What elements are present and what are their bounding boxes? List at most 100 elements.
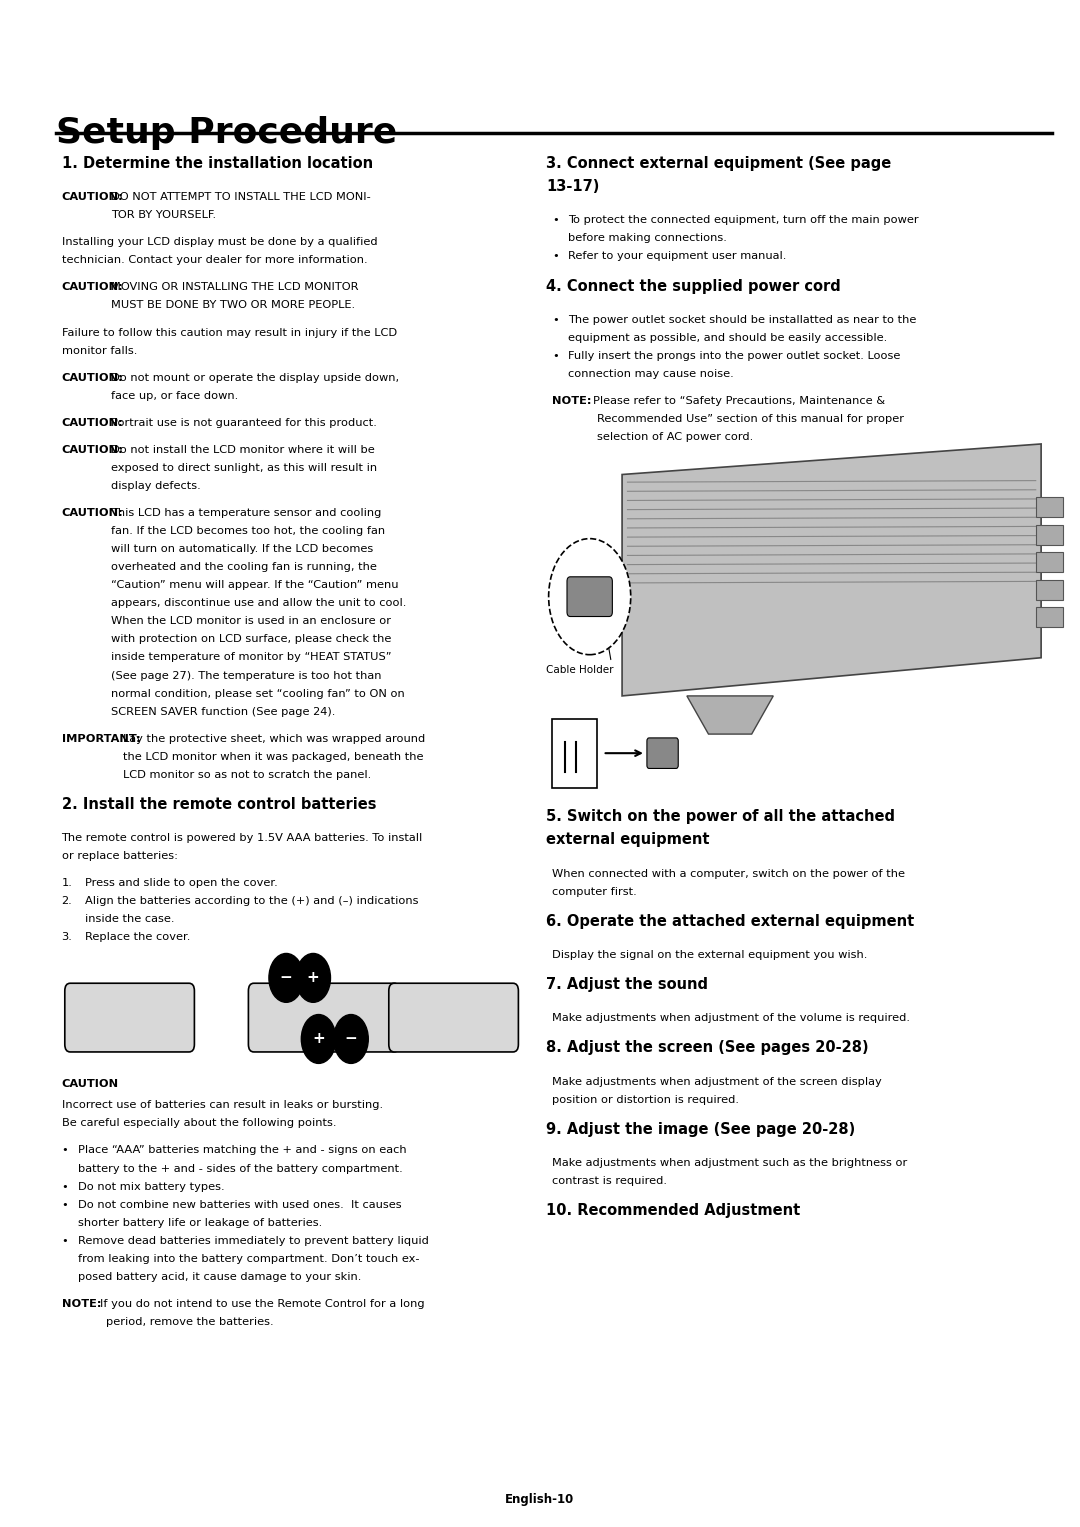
Text: Do not install the LCD monitor where it will be: Do not install the LCD monitor where it … [111,446,375,455]
Text: CAUTION:: CAUTION: [62,418,123,428]
FancyBboxPatch shape [1036,553,1063,573]
Text: CAUTION: CAUTION [62,1078,119,1089]
Text: Press and slide to open the cover.: Press and slide to open the cover. [85,878,278,889]
Circle shape [301,1014,336,1063]
Text: fan. If the LCD becomes too hot, the cooling fan: fan. If the LCD becomes too hot, the coo… [111,527,386,536]
Text: 2.: 2. [62,896,72,907]
Text: The power outlet socket should be installatted as near to the: The power outlet socket should be instal… [568,315,917,325]
Text: 4. Connect the supplied power cord: 4. Connect the supplied power cord [546,278,841,293]
Text: exposed to direct sunlight, as this will result in: exposed to direct sunlight, as this will… [111,463,377,473]
Text: Lay the protective sheet, which was wrapped around: Lay the protective sheet, which was wrap… [123,734,426,744]
Text: Failure to follow this caution may result in injury if the LCD: Failure to follow this caution may resul… [62,328,396,337]
Text: Do not mount or operate the display upside down,: Do not mount or operate the display upsi… [111,373,400,383]
Text: 3.: 3. [62,933,72,942]
Text: •: • [62,1235,68,1246]
FancyBboxPatch shape [1036,580,1063,600]
Text: Be careful especially about the following points.: Be careful especially about the followin… [62,1118,336,1128]
Text: Portrait use is not guaranteed for this product.: Portrait use is not guaranteed for this … [111,418,377,428]
Text: •: • [62,1200,68,1209]
Text: CAUTION:: CAUTION: [62,508,123,518]
Text: Make adjustments when adjustment of the volume is required.: Make adjustments when adjustment of the … [552,1014,909,1023]
Text: display defects.: display defects. [111,481,201,492]
Text: Incorrect use of batteries can result in leaks or bursting.: Incorrect use of batteries can result in… [62,1101,382,1110]
Text: Do not combine new batteries with used ones.  It causes: Do not combine new batteries with used o… [78,1200,402,1209]
Text: battery to the + and - sides of the battery compartment.: battery to the + and - sides of the batt… [78,1164,403,1174]
Text: “Caution” menu will appear. If the “Caution” menu: “Caution” menu will appear. If the “Caut… [111,580,399,591]
Text: 1.: 1. [62,878,72,889]
Text: LCD monitor so as not to scratch the panel.: LCD monitor so as not to scratch the pan… [123,770,372,780]
Text: •: • [552,252,558,261]
Text: monitor falls.: monitor falls. [62,345,137,356]
Text: −: − [345,1031,357,1046]
Text: Remove dead batteries immediately to prevent battery liquid: Remove dead batteries immediately to pre… [78,1235,429,1246]
Text: If you do not intend to use the Remote Control for a long: If you do not intend to use the Remote C… [100,1299,426,1309]
FancyBboxPatch shape [1036,525,1063,545]
Text: 13-17): 13-17) [546,179,599,194]
Text: Installing your LCD display must be done by a qualified: Installing your LCD display must be done… [62,237,377,247]
Polygon shape [622,444,1041,696]
FancyBboxPatch shape [389,983,518,1052]
Text: MUST BE DONE BY TWO OR MORE PEOPLE.: MUST BE DONE BY TWO OR MORE PEOPLE. [111,301,355,310]
FancyBboxPatch shape [1036,498,1063,518]
Text: Fully insert the prongs into the power outlet socket. Loose: Fully insert the prongs into the power o… [568,351,901,360]
Text: +: + [307,970,320,985]
Text: normal condition, please set “cooling fan” to ON on: normal condition, please set “cooling fa… [111,689,405,698]
Circle shape [269,953,303,1002]
Text: Do not mix battery types.: Do not mix battery types. [78,1182,225,1191]
Text: •: • [552,351,558,360]
Text: external equipment: external equipment [546,832,710,847]
Text: before making connections.: before making connections. [568,234,727,243]
Text: 3. Connect external equipment (See page: 3. Connect external equipment (See page [546,156,892,171]
Text: Please refer to “Safety Precautions, Maintenance &: Please refer to “Safety Precautions, Mai… [593,395,885,406]
FancyBboxPatch shape [567,577,612,617]
Circle shape [296,953,330,1002]
Text: overheated and the cooling fan is running, the: overheated and the cooling fan is runnin… [111,562,377,573]
Text: contrast is required.: contrast is required. [552,1176,666,1186]
Text: English-10: English-10 [505,1493,575,1507]
Text: •: • [552,315,558,325]
Text: IMPORTANT:: IMPORTANT: [62,734,140,744]
Text: TOR BY YOURSELF.: TOR BY YOURSELF. [111,211,216,220]
Text: position or distortion is required.: position or distortion is required. [552,1095,739,1104]
Text: CAUTION:: CAUTION: [62,446,123,455]
FancyBboxPatch shape [248,983,400,1052]
Text: equipment as possible, and should be easily accessible.: equipment as possible, and should be eas… [568,333,888,342]
Text: NOTE:: NOTE: [552,395,592,406]
Text: Make adjustments when adjustment such as the brightness or: Make adjustments when adjustment such as… [552,1157,907,1168]
Text: When the LCD monitor is used in an enclosure or: When the LCD monitor is used in an enclo… [111,617,391,626]
Text: computer first.: computer first. [552,887,636,896]
Text: Recommended Use” section of this manual for proper: Recommended Use” section of this manual … [597,414,904,425]
Text: Setup Procedure: Setup Procedure [56,116,397,150]
FancyBboxPatch shape [552,719,597,788]
Text: •: • [552,215,558,226]
Text: Place “AAA” batteries matching the + and - signs on each: Place “AAA” batteries matching the + and… [78,1145,406,1156]
FancyBboxPatch shape [65,983,194,1052]
Text: MOVING OR INSTALLING THE LCD MONITOR: MOVING OR INSTALLING THE LCD MONITOR [111,282,359,292]
Text: NOTE:: NOTE: [62,1299,102,1309]
Text: Refer to your equipment user manual.: Refer to your equipment user manual. [568,252,786,261]
FancyBboxPatch shape [647,738,678,768]
Text: 7. Adjust the sound: 7. Adjust the sound [546,977,708,993]
Text: Cable Holder: Cable Holder [546,666,613,675]
Text: inside the case.: inside the case. [85,915,175,924]
Text: will turn on automatically. If the LCD becomes: will turn on automatically. If the LCD b… [111,545,374,554]
Text: posed battery acid, it cause damage to your skin.: posed battery acid, it cause damage to y… [78,1272,361,1281]
Text: CAUTION:: CAUTION: [62,373,123,383]
Text: with protection on LCD surface, please check the: with protection on LCD surface, please c… [111,635,392,644]
Text: To protect the connected equipment, turn off the main power: To protect the connected equipment, turn… [568,215,919,226]
Text: SCREEN SAVER function (See page 24).: SCREEN SAVER function (See page 24). [111,707,336,716]
Text: This LCD has a temperature sensor and cooling: This LCD has a temperature sensor and co… [111,508,381,518]
Text: connection may cause noise.: connection may cause noise. [568,370,733,379]
Text: Replace the cover.: Replace the cover. [85,933,191,942]
Text: CAUTION:: CAUTION: [62,192,123,202]
Text: 2. Install the remote control batteries: 2. Install the remote control batteries [62,797,376,812]
Text: period, remove the batteries.: period, remove the batteries. [106,1316,273,1327]
Text: (See page 27). The temperature is too hot than: (See page 27). The temperature is too ho… [111,670,381,681]
Text: the LCD monitor when it was packaged, beneath the: the LCD monitor when it was packaged, be… [123,751,423,762]
Text: Align the batteries according to the (+) and (–) indications: Align the batteries according to the (+)… [85,896,419,907]
Text: or replace batteries:: or replace batteries: [62,851,177,861]
Text: 1. Determine the installation location: 1. Determine the installation location [62,156,373,171]
Text: CAUTION:: CAUTION: [62,282,123,292]
Text: •: • [62,1182,68,1191]
Text: technician. Contact your dealer for more information.: technician. Contact your dealer for more… [62,255,367,266]
